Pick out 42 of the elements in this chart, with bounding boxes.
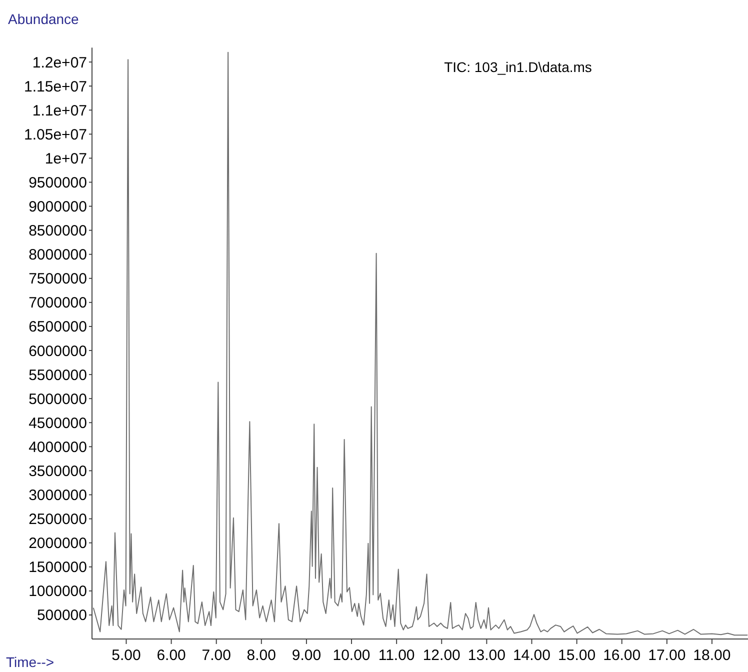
x-tick-label: 13.00	[468, 647, 506, 664]
y-tick-label: 8500000	[28, 222, 87, 240]
y-tick-label: 1.05e+07	[24, 126, 87, 144]
x-tick-label: 17.00	[648, 647, 686, 664]
y-tick-label: 4500000	[28, 414, 87, 432]
y-tick-label: 3000000	[28, 487, 87, 504]
y-tick-label: 5000000	[28, 390, 87, 408]
y-tick-label: 1.2e+07	[32, 54, 87, 72]
y-tick-label: 1000000	[28, 583, 87, 600]
text: TIC: 103_in1.D\data.ms	[444, 59, 592, 75]
y-tick-label: 6500000	[28, 318, 87, 336]
y-tick-label: 1e+07	[44, 150, 87, 168]
y-axis-title: Abundance	[8, 11, 80, 27]
y-tick-label: 7500000	[28, 270, 87, 288]
y-tick-label: 5500000	[28, 366, 87, 384]
x-tick-label: 5.00	[112, 647, 141, 664]
x-tick-label: 15.00	[558, 647, 596, 664]
y-tick-label: 3500000	[28, 462, 87, 480]
y-tick-label: 9000000	[28, 198, 87, 216]
x-axis-title: Time-->	[6, 654, 54, 670]
x-tick-label: 18.00	[693, 647, 731, 664]
x-tick-label: 8.00	[246, 647, 276, 664]
y-tick-label: 7000000	[28, 294, 87, 312]
x-tick-label: 11.00	[378, 647, 415, 664]
x-tick-label: 14.00	[512, 647, 551, 664]
x-tick-label: 12.00	[422, 647, 460, 664]
y-tick-label: 1.15e+07	[24, 78, 87, 96]
x-tick-label: 7.00	[202, 647, 231, 664]
y-tick-label: 8000000	[28, 246, 87, 264]
y-tick-label: 4000000	[28, 438, 87, 456]
y-tick-label: 2500000	[28, 511, 87, 528]
line-series	[92, 52, 748, 636]
x-tick-label: 9.00	[292, 647, 322, 664]
y-tick-label: 500000	[36, 607, 87, 624]
y-tick-label: 6000000	[28, 342, 87, 360]
y-tick-label: 1500000	[28, 559, 87, 576]
y-tick-label: 2000000	[28, 535, 87, 552]
y-tick-label: 9500000	[28, 174, 87, 192]
x-tick-label: 10.00	[332, 647, 370, 664]
x-tick-label: 6.00	[156, 647, 186, 664]
x-tick-label: 16.00	[603, 647, 641, 664]
y-tick-label: 1.1e+07	[32, 102, 87, 120]
